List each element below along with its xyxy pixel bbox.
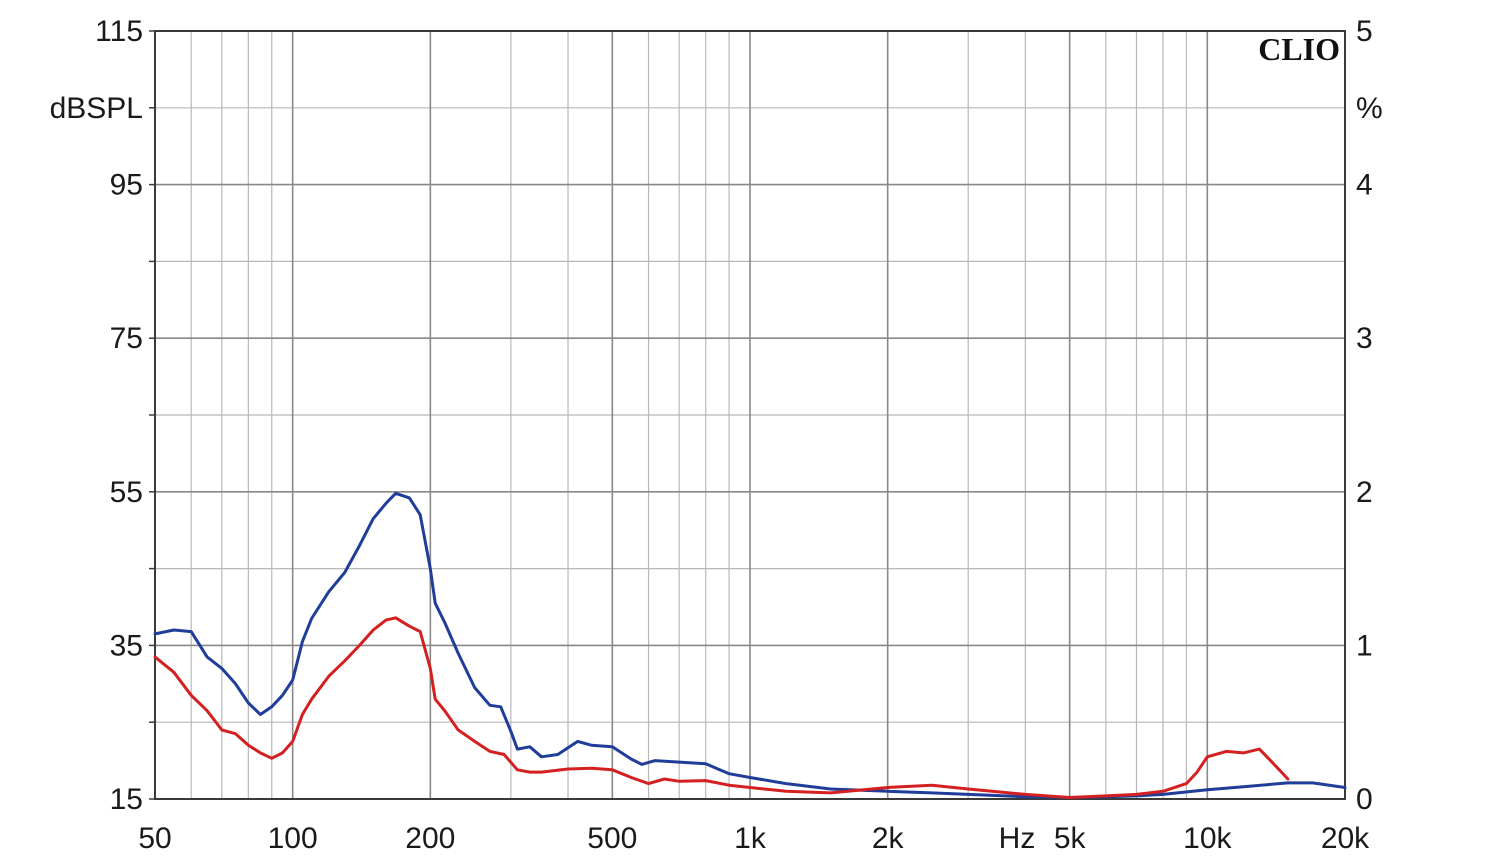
right-axis-tick-labels: 5 4 3 2 1 0	[1356, 15, 1373, 816]
right-tick-label: 5	[1356, 15, 1373, 48]
x-tick-label: 100	[268, 822, 318, 855]
x-unit-label: Hz	[999, 822, 1036, 855]
left-tick-label: 55	[110, 476, 143, 509]
plot-frame	[154, 30, 1346, 800]
right-tick-label: 2	[1356, 476, 1373, 509]
left-tick-label: 95	[110, 169, 143, 202]
major-gridlines	[149, 30, 1345, 800]
x-axis-tick-labels: 50 100 200 500 1k 2k 5k 10k 20k	[138, 822, 1370, 855]
left-axis-tick-labels: 115 95 75 55 35 15	[95, 15, 143, 816]
x-tick-label: 20k	[1321, 822, 1370, 855]
x-tick-label: 10k	[1183, 822, 1232, 855]
series-line-2	[153, 616, 1290, 799]
left-tick-label: 75	[110, 322, 143, 355]
x-tick-label: 1k	[734, 822, 767, 855]
right-tick-label: 4	[1356, 169, 1373, 202]
x-tick-label: 5k	[1054, 822, 1087, 855]
x-tick-label: 200	[405, 822, 455, 855]
right-tick-label: 0	[1356, 783, 1373, 816]
x-tick-label: 500	[587, 822, 637, 855]
series-layer	[153, 491, 1347, 799]
minor-gridlines	[155, 31, 1345, 799]
clio-brand-logo: CLIO	[1258, 31, 1340, 67]
left-tick-label: 115	[95, 15, 143, 48]
series-line-1	[153, 491, 1347, 799]
x-tick-label: 50	[138, 822, 171, 855]
left-unit-label: dBSPL	[50, 92, 143, 125]
x-tick-label: 2k	[872, 822, 905, 855]
left-tick-label: 15	[110, 783, 143, 816]
left-tick-label: 35	[110, 629, 143, 662]
right-unit-label: %	[1356, 92, 1383, 125]
right-tick-label: 3	[1356, 322, 1373, 355]
right-tick-label: 1	[1356, 629, 1373, 662]
